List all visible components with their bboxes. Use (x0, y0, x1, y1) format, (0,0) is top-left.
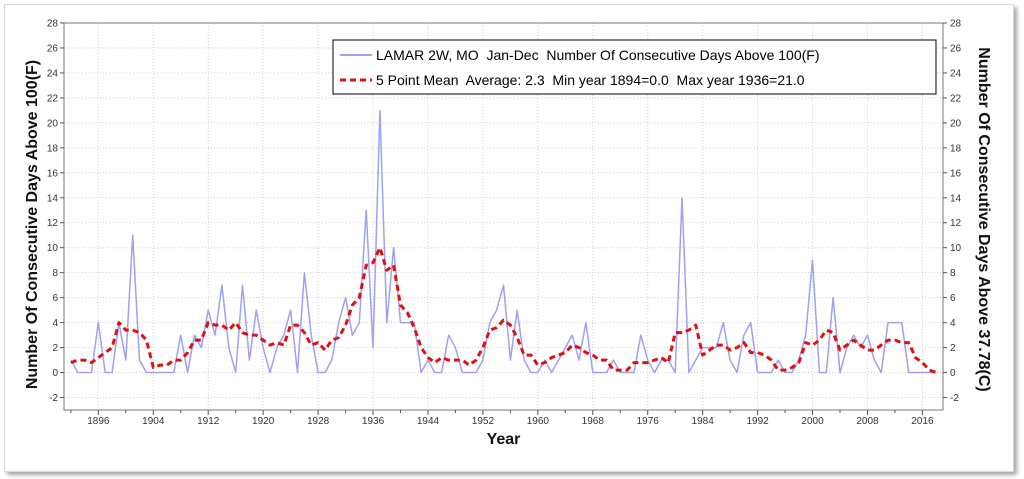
y-tick-label-right: 26 (950, 43, 962, 54)
series-layer (70, 109, 937, 374)
y-tick-label-left: 12 (47, 218, 59, 229)
plot-border (63, 22, 944, 411)
x-tick-label: 1920 (252, 416, 275, 427)
y-tick-label-left: 24 (47, 68, 59, 79)
x-tick-label: 1992 (746, 416, 769, 427)
y-tick-label-right: 14 (950, 193, 962, 204)
y-tick-label-left: 10 (47, 243, 59, 254)
y-tick-label-right: 12 (950, 218, 962, 229)
y-tick-label-right: 18 (950, 143, 962, 154)
x-tick-label: 1944 (417, 416, 440, 427)
y-tick-label-left: 4 (52, 318, 58, 329)
y-axis-title-left: Number Of Consecutive Days Above 100(F) (24, 60, 41, 389)
y-tick-label-right: 2 (950, 343, 956, 354)
x-axis: 1896 1904 1912 1920 1928 1936 1944 1952 1960 1968… (70, 410, 934, 427)
x-tick-label: 2000 (801, 416, 824, 427)
y-tick-label-left: 6 (52, 293, 58, 304)
x-tick-label: 1984 (692, 416, 715, 427)
x-tick-label: 1936 (362, 416, 385, 427)
series-line-raw (70, 109, 937, 374)
y-tick-label-right: -2 (950, 393, 959, 404)
y-tick-label-right: 28 (950, 19, 962, 30)
y-tick-label-left: 20 (47, 118, 59, 129)
x-tick-label: 2008 (856, 416, 879, 427)
y-tick-label-right: 8 (950, 268, 956, 279)
y-tick-label-right: 4 (950, 318, 956, 329)
y-tick-label-left: 22 (47, 93, 59, 104)
y-tick-label-left: 26 (47, 43, 59, 54)
series-line-mean (70, 246, 937, 374)
y-tick-label-left: 8 (52, 268, 58, 279)
y-tick-label-right: 16 (950, 168, 962, 179)
y-tick-label-right: 20 (950, 118, 962, 129)
y-tick-label-right: 22 (950, 93, 962, 104)
y-tick-label-left: -2 (49, 393, 58, 404)
y-tick-label-left: 18 (47, 143, 59, 154)
x-tick-label: 1952 (472, 416, 495, 427)
x-axis-title: Year (487, 431, 521, 448)
y-tick-label-right: 6 (950, 293, 956, 304)
legend-entry-mean: 5 Point Mean Average: 2.3 Min year 1894=… (376, 72, 805, 88)
y-tick-label-left: 14 (47, 193, 59, 204)
x-tick-label: 1904 (142, 416, 165, 427)
legend: LAMAR 2W, MO Jan-Dec Number Of Consecuti… (332, 39, 937, 95)
x-tick-label: 1968 (582, 416, 605, 427)
y-axis-title-right: Number Of Consecutive Days Above 37.78(C… (975, 47, 992, 391)
y-tick-label-left: 28 (47, 19, 59, 30)
y-tick-label-left: 16 (47, 168, 59, 179)
x-tick-label: 2016 (911, 416, 934, 427)
x-tick-label: 1976 (637, 416, 660, 427)
y-tick-label-left: 2 (52, 343, 58, 354)
legend-entry-raw: LAMAR 2W, MO Jan-Dec Number Of Consecuti… (376, 47, 820, 63)
x-tick-label: 1912 (197, 416, 220, 427)
x-tick-label: 1928 (307, 416, 330, 427)
x-tick-label: 1960 (527, 416, 550, 427)
y-tick-label-right: 0 (950, 368, 956, 379)
y-tick-label-right: 10 (950, 243, 962, 254)
y-tick-label-left: 0 (52, 368, 58, 379)
legend-box (332, 39, 937, 95)
y-tick-label-right: 24 (950, 68, 962, 79)
x-tick-label: 1896 (87, 416, 110, 427)
